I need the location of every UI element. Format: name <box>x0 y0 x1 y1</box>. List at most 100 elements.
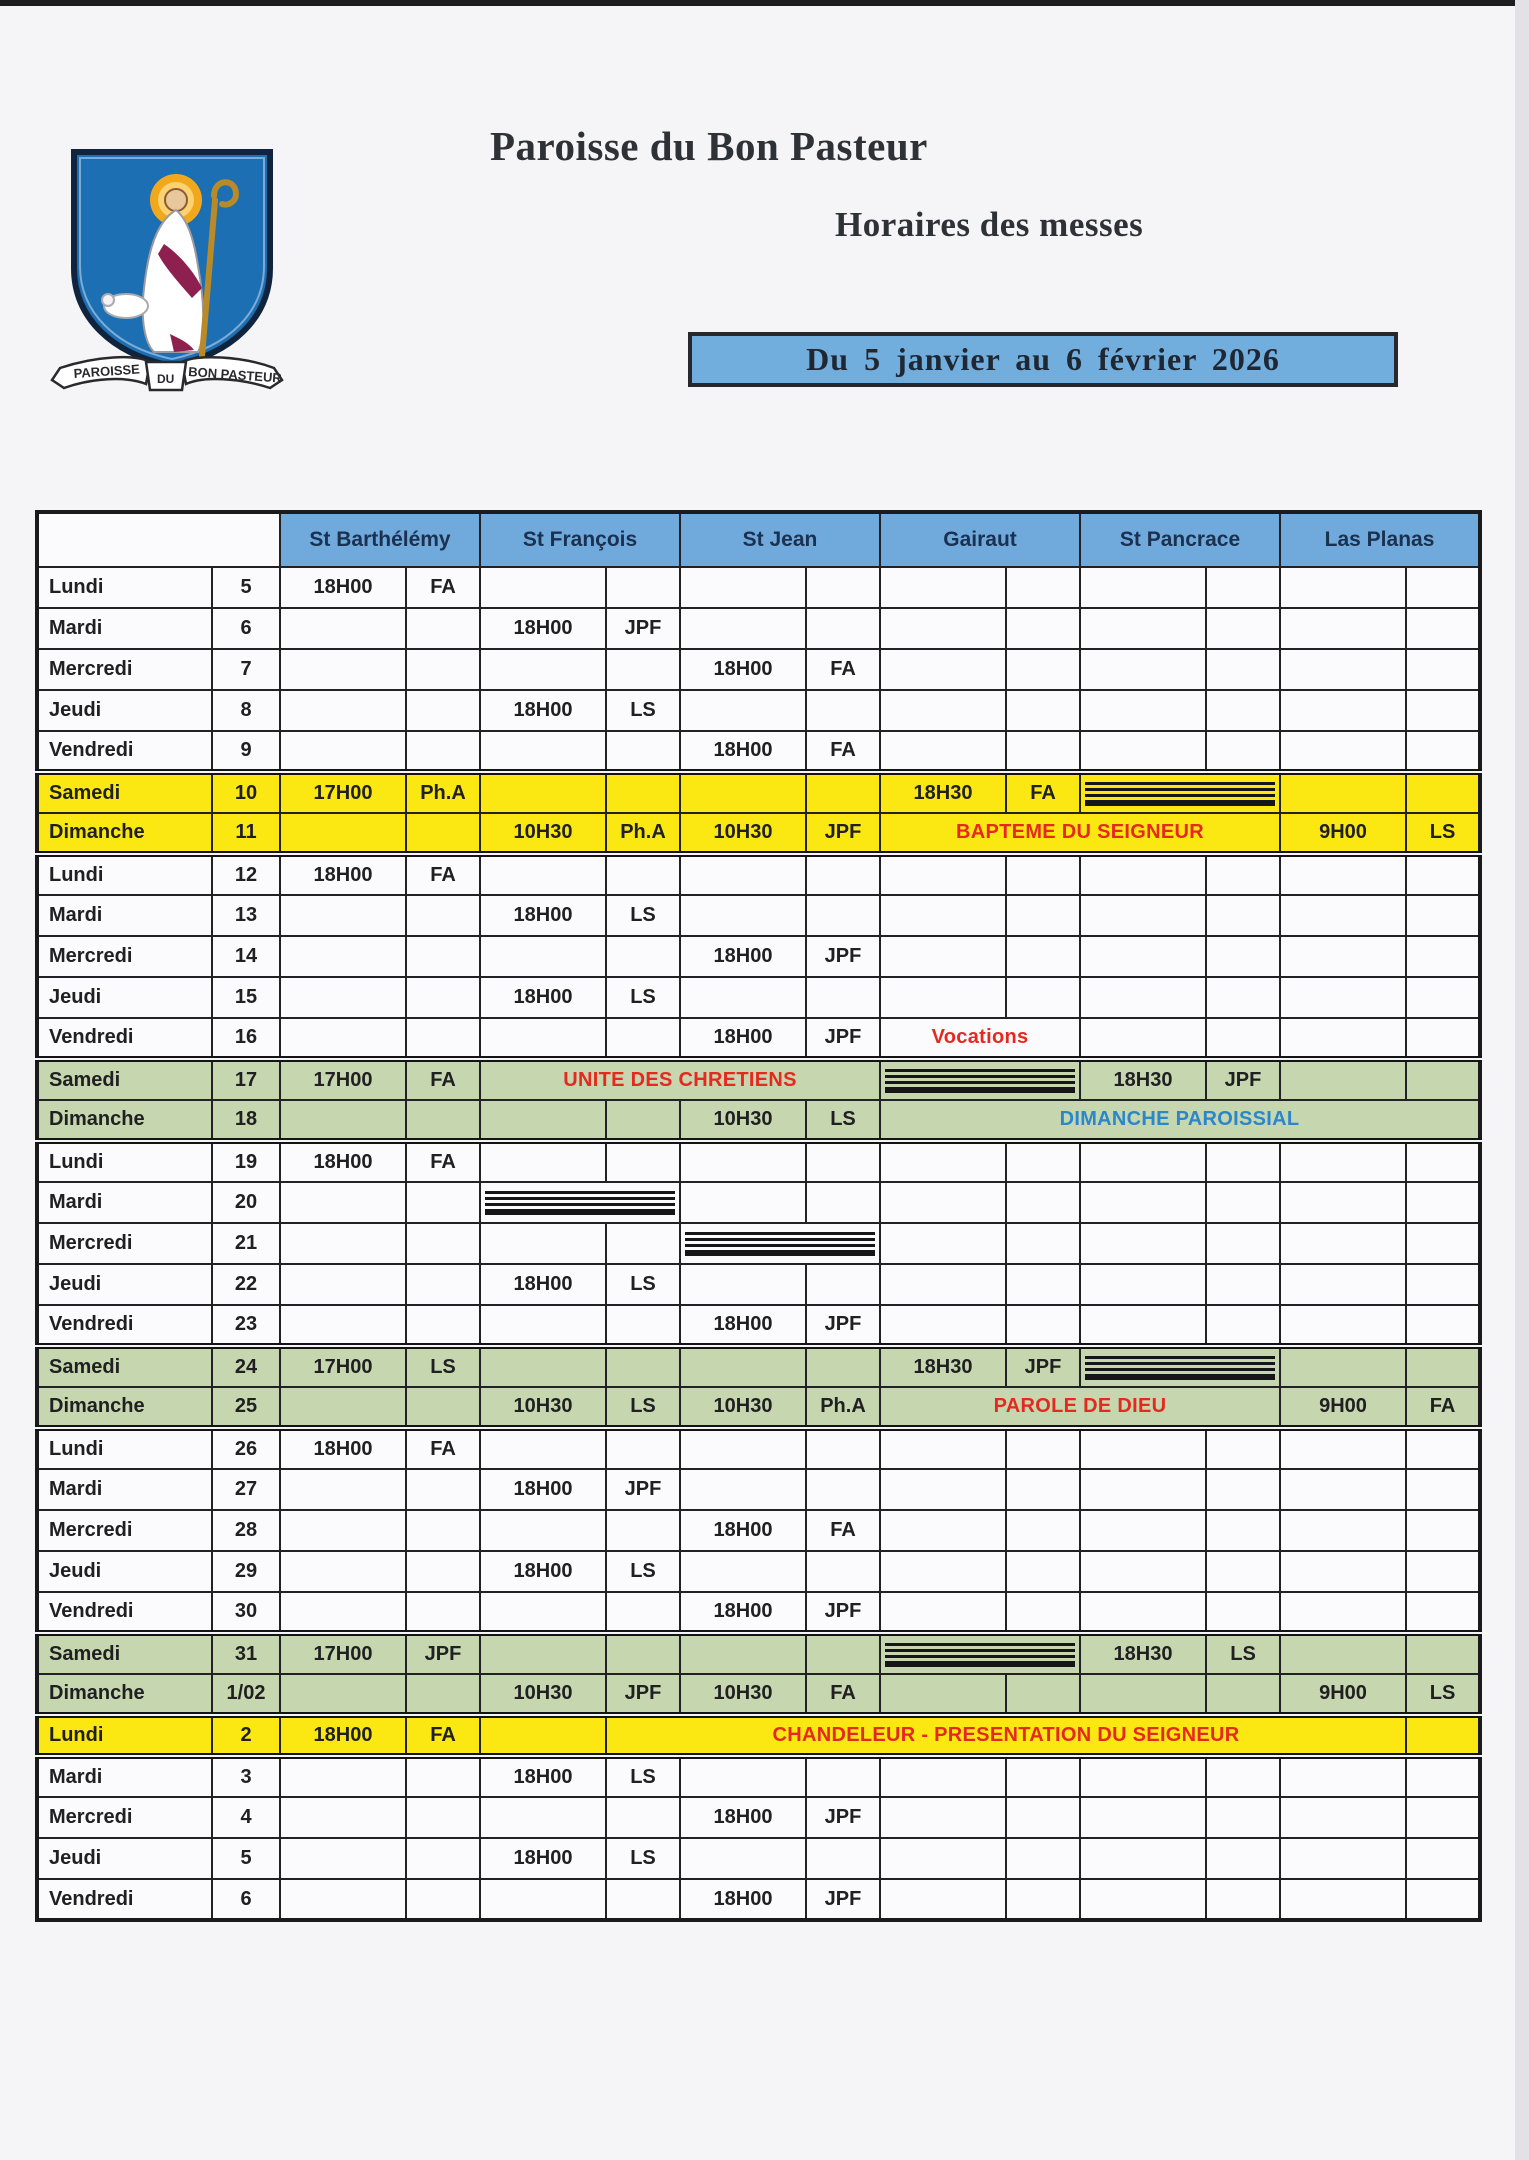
no-mass-hatch-mark <box>885 1068 1076 1093</box>
empty-cell <box>1405 1427 1482 1470</box>
empty-cell <box>1079 1755 1208 1798</box>
empty-cell <box>804 853 882 896</box>
empty-cell <box>804 1343 882 1388</box>
celebrant-cell: LS <box>605 1550 681 1593</box>
mass-time-cell: 18H00 <box>279 566 407 609</box>
celebrant-cell: LS <box>605 689 681 732</box>
schedule-row: Vendredi 16 18H00 JPF Vocations <box>36 1017 1482 1060</box>
empty-cell <box>279 1878 407 1921</box>
empty-cell <box>279 689 407 732</box>
empty-cell <box>804 607 882 650</box>
empty-cell <box>279 1386 407 1431</box>
no-mass-cell <box>879 1056 1082 1101</box>
empty-cell <box>1279 894 1408 937</box>
day-cell: Vendredi <box>36 1878 213 1921</box>
mass-time-cell: 10H30 <box>479 812 607 857</box>
empty-cell <box>405 607 481 650</box>
empty-cell <box>279 730 407 773</box>
empty-cell <box>679 1181 807 1224</box>
empty-cell <box>679 976 807 1019</box>
date-cell: 2 <box>211 1712 281 1759</box>
empty-cell <box>1005 566 1082 609</box>
mass-time-cell: 18H00 <box>279 1427 407 1470</box>
empty-cell <box>1279 1181 1408 1224</box>
empty-cell <box>1279 1427 1408 1470</box>
day-cell: Vendredi <box>36 730 213 773</box>
empty-cell <box>1279 1343 1408 1388</box>
empty-cell <box>605 730 681 773</box>
empty-cell <box>279 1099 407 1144</box>
empty-cell <box>1079 566 1208 609</box>
empty-cell <box>879 648 1008 691</box>
empty-cell <box>879 1878 1008 1921</box>
schedule-row: Lundi 26 18H00 FA <box>36 1427 1482 1470</box>
empty-cell <box>605 1304 681 1347</box>
empty-cell <box>1205 976 1282 1019</box>
celebrant-cell: JPF <box>605 1468 681 1511</box>
empty-cell <box>879 1837 1008 1880</box>
celebrant-cell: FA <box>405 1140 481 1183</box>
celebrant-cell: JPF <box>804 1591 882 1634</box>
date-cell: 6 <box>211 607 281 650</box>
empty-cell <box>679 689 807 732</box>
mass-time-cell: 18H00 <box>679 730 807 773</box>
empty-cell <box>479 1630 607 1675</box>
empty-cell <box>804 1181 882 1224</box>
empty-cell <box>1279 689 1408 732</box>
schedule-row: Mardi 13 18H00 LS <box>36 894 1482 937</box>
date-range-banner: Du 5 janvier au 6 février 2026 <box>688 332 1398 387</box>
empty-cell <box>804 1550 882 1593</box>
schedule-row: Vendredi 23 18H00 JPF <box>36 1304 1482 1347</box>
mass-time-cell: 18H30 <box>1079 1056 1208 1101</box>
celebrant-cell: FA <box>804 1673 882 1718</box>
schedule-row: Lundi 12 18H00 FA <box>36 853 1482 896</box>
empty-cell <box>679 607 807 650</box>
schedule-row: Samedi 31 17H00 JPF 18H30 LS <box>36 1630 1482 1675</box>
empty-cell <box>1279 1796 1408 1839</box>
empty-cell <box>1405 566 1482 609</box>
empty-cell <box>879 976 1008 1019</box>
empty-cell <box>1005 935 1082 978</box>
empty-cell <box>1079 648 1208 691</box>
empty-cell <box>1079 689 1208 732</box>
empty-cell <box>1279 1017 1408 1060</box>
empty-cell <box>279 935 407 978</box>
empty-cell <box>405 894 481 937</box>
mass-time-cell: 18H00 <box>479 976 607 1019</box>
empty-cell <box>1005 730 1082 773</box>
celebrant-cell: LS <box>1405 1673 1482 1718</box>
mass-time-cell: 18H00 <box>679 1878 807 1921</box>
schedule-row: Jeudi 15 18H00 LS <box>36 976 1482 1019</box>
day-cell: Mardi <box>36 1755 213 1798</box>
event-cell: DIMANCHE PAROISSIAL <box>879 1099 1482 1144</box>
empty-cell <box>1005 1140 1082 1183</box>
date-cell: 30 <box>211 1591 281 1634</box>
date-cell: 9 <box>211 730 281 773</box>
schedule-row: Mercredi 4 18H00 JPF <box>36 1796 1482 1839</box>
mass-time-cell: 18H00 <box>679 1591 807 1634</box>
empty-cell <box>1205 566 1282 609</box>
date-cell: 23 <box>211 1304 281 1347</box>
empty-cell <box>804 1630 882 1675</box>
day-cell: Jeudi <box>36 689 213 732</box>
mass-time-cell: 18H00 <box>479 894 607 937</box>
empty-cell <box>1079 1140 1208 1183</box>
empty-cell <box>1405 1878 1482 1921</box>
mass-time-cell: 18H00 <box>479 1468 607 1511</box>
event-cell: PAROLE DE DIEU <box>879 1386 1282 1431</box>
date-cell: 28 <box>211 1509 281 1552</box>
empty-cell <box>1279 1222 1408 1265</box>
empty-cell <box>279 976 407 1019</box>
empty-cell <box>1005 976 1082 1019</box>
day-cell: Dimanche <box>36 1386 213 1431</box>
empty-cell <box>279 648 407 691</box>
empty-cell <box>405 812 481 857</box>
celebrant-cell: FA <box>405 566 481 609</box>
church-header: Las Planas <box>1279 511 1482 568</box>
empty-cell <box>605 1796 681 1839</box>
empty-cell <box>605 1140 681 1183</box>
schedule-row: Vendredi 6 18H00 JPF <box>36 1878 1482 1921</box>
date-cell: 22 <box>211 1263 281 1306</box>
day-cell: Samedi <box>36 1630 213 1675</box>
